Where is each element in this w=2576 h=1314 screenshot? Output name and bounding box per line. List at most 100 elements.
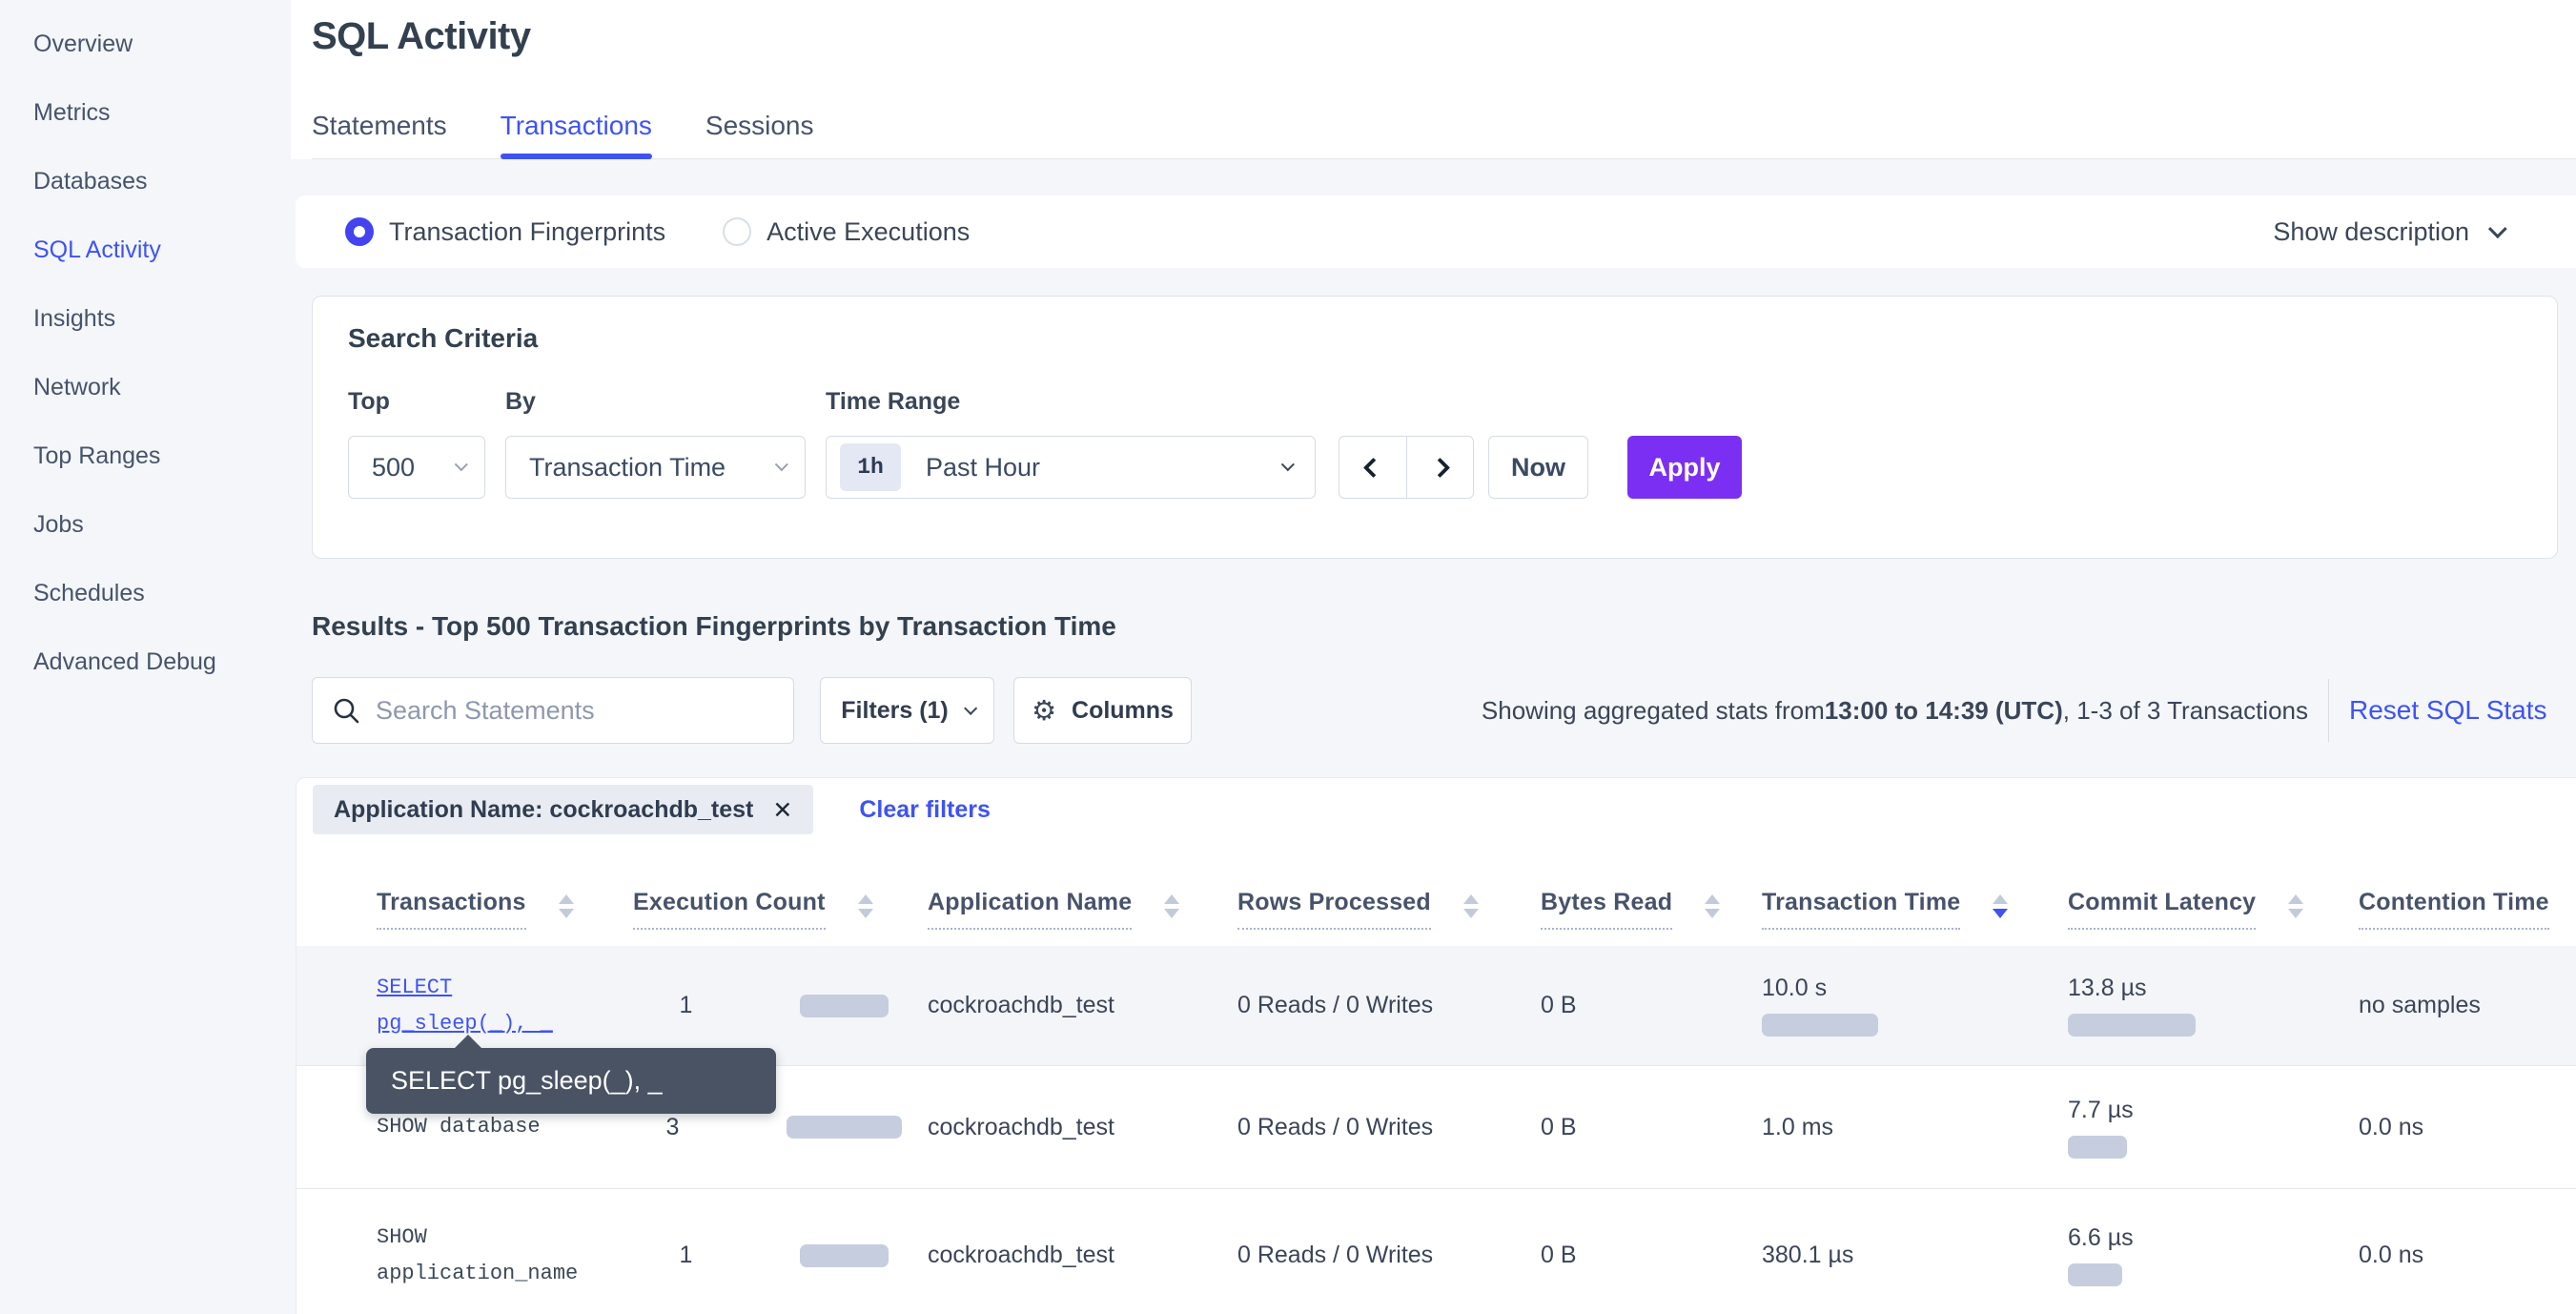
apply-button[interactable]: Apply — [1627, 436, 1742, 499]
application-name-filter-chip[interactable]: Application Name: cockroachdb_test ✕ — [313, 785, 814, 834]
column-header-bytes-read[interactable]: Bytes Read — [1541, 872, 1762, 946]
transaction-time-cell: 380.1 µs — [1762, 1189, 2068, 1314]
sort-desc-arrow — [1462, 909, 1479, 918]
column-header-label: Transaction Time — [1762, 889, 1961, 930]
chevron-down-icon — [454, 458, 468, 472]
radio-option-label: Transaction Fingerprints — [389, 216, 666, 246]
transaction-time-cell: 10.0 s — [1762, 946, 2068, 1065]
sidebar-item-schedules[interactable]: Schedules — [33, 579, 145, 606]
commit-latency-value: 6.6 µs — [2068, 1224, 2134, 1251]
sidebar-item-insights[interactable]: Insights — [33, 304, 116, 332]
filter-chip-label: Application Name: cockroachdb_test — [334, 795, 754, 823]
filters-button[interactable]: Filters (1) — [820, 677, 994, 744]
transaction-time-value: 10.0 s — [1762, 975, 1828, 1001]
sort-icon[interactable] — [857, 894, 873, 918]
transaction-cell: SHOW application_name — [296, 1189, 633, 1314]
search-statements-input[interactable] — [376, 695, 757, 726]
sort-desc-arrow — [558, 909, 574, 918]
transaction-fingerprint-text[interactable]: SHOW application_name — [377, 1224, 579, 1285]
execution-count-value: 1 — [679, 1242, 693, 1268]
tab-bar: Statements Transactions Sessions — [312, 92, 2576, 159]
by-select[interactable]: Transaction Time — [505, 436, 806, 499]
sort-icon[interactable] — [558, 894, 574, 918]
sort-icon[interactable] — [1164, 894, 1180, 918]
sort-desc-arrow — [2288, 909, 2304, 918]
sidebar-item-jobs[interactable]: Jobs — [33, 510, 84, 538]
commit-latency-bar — [2068, 1135, 2127, 1159]
application-name-cell: cockroachdb_test — [928, 1113, 1114, 1140]
execution-count-cell: 1 — [633, 1189, 928, 1314]
transaction-time-bar — [1762, 1014, 1878, 1037]
now-button[interactable]: Now — [1488, 436, 1588, 499]
chevron-down-icon — [963, 701, 977, 715]
sort-icon[interactable] — [1993, 894, 2009, 918]
radio-option-active-executions[interactable]: Active Executions — [723, 217, 970, 247]
sort-desc-arrow — [857, 909, 873, 918]
sidebar-item-databases[interactable]: Databases — [33, 167, 148, 195]
transaction-cell: SELECT pg_sleep(_), _ — [296, 946, 633, 1065]
sidebar-item-sql-activity[interactable]: SQL Activity — [33, 236, 161, 263]
column-header-transaction-time[interactable]: Transaction Time — [1762, 872, 2068, 946]
sort-icon[interactable] — [2288, 894, 2304, 918]
column-header-execution-count[interactable]: Execution Count — [633, 872, 928, 946]
transaction-time-value: 380.1 µs — [1762, 1242, 1854, 1268]
columns-button[interactable]: ⚙︎ Columns — [1013, 677, 1192, 744]
radio-option-transaction-fingerprints[interactable]: Transaction Fingerprints — [345, 217, 665, 247]
transaction-fingerprint-text[interactable]: SHOW database — [377, 1115, 541, 1139]
sidebar-item-network[interactable]: Network — [33, 373, 121, 400]
tab-transactions[interactable]: Transactions — [500, 92, 653, 159]
contention-time-cell: 0.0 ns — [2359, 1242, 2424, 1268]
search-criteria-card: Search Criteria Top By Time Range 500 Tr… — [312, 296, 2558, 559]
search-criteria-heading: Search Criteria — [348, 323, 539, 353]
top-select-value: 500 — [372, 452, 416, 482]
column-header-application-name[interactable]: Application Name — [928, 872, 1237, 946]
transaction-time-value: 1.0 ms — [1762, 1113, 1834, 1140]
top-select[interactable]: 500 — [348, 436, 485, 499]
time-range-select[interactable]: 1h Past Hour — [826, 436, 1316, 499]
clear-filters-link[interactable]: Clear filters — [859, 795, 991, 823]
time-range-badge: 1h — [840, 443, 901, 491]
transaction-fingerprint-link[interactable]: SELECT pg_sleep(_), _ — [377, 975, 553, 1036]
sort-icon[interactable] — [1705, 894, 1721, 918]
page-title: SQL Activity — [312, 15, 531, 57]
search-statements-box — [312, 677, 794, 744]
table-row[interactable]: SHOW application_name 1 cockroachdb_test 0 R… — [296, 1189, 2576, 1314]
sidebar-item-top-ranges[interactable]: Top Ranges — [33, 441, 161, 469]
sidebar-item-overview[interactable]: Overview — [33, 30, 133, 57]
page-header: SQL Activity Statements Transactions Sessi… — [291, 0, 2576, 159]
next-time-range-button[interactable] — [1406, 437, 1473, 498]
reset-sql-stats-link[interactable]: Reset SQL Stats — [2349, 695, 2547, 725]
contention-time-cell: no samples — [2359, 992, 2481, 1018]
statement-tooltip: SELECT pg_sleep(_), _ — [366, 1035, 776, 1114]
view-toggle-options: Transaction Fingerprints Active Execution… — [345, 217, 1027, 247]
previous-time-range-button[interactable] — [1339, 437, 1406, 498]
column-header-rows-processed[interactable]: Rows Processed — [1237, 872, 1541, 946]
tooltip-caret — [454, 1035, 482, 1049]
close-icon[interactable]: ✕ — [772, 795, 793, 824]
column-header-contention-time[interactable]: Contention Time — [2359, 872, 2576, 946]
rows-processed-cell: 0 Reads / 0 Writes — [1237, 1113, 1434, 1140]
sidebar-item-advanced-debug[interactable]: Advanced Debug — [33, 647, 216, 675]
transaction-cell: SHOW database — [296, 1066, 633, 1188]
time-range-arrows — [1339, 436, 1474, 499]
table-row[interactable]: SHOW database 3 cockroachdb_test 0 Reads / … — [296, 1066, 2576, 1189]
execution-count-value: 3 — [665, 1113, 680, 1140]
table-row[interactable]: SELECT pg_sleep(_), _ 1 cockroachdb_test 0 R… — [296, 946, 2576, 1066]
radio-icon — [345, 217, 374, 246]
columns-label: Columns — [1072, 696, 1174, 724]
tooltip-text: SELECT pg_sleep(_), _ — [391, 1066, 663, 1095]
commit-latency-bar — [2068, 1014, 2196, 1037]
rows-processed-cell: 0 Reads / 0 Writes — [1237, 1242, 1434, 1268]
show-description-toggle[interactable]: Show description — [2273, 217, 2507, 247]
sort-icon[interactable] — [1462, 894, 1479, 918]
column-header-label: Bytes Read — [1541, 889, 1673, 930]
table-body: SELECT pg_sleep(_), _ 1 cockroachdb_test 0 R… — [296, 946, 2576, 1314]
column-header-commit-latency[interactable]: Commit Latency — [2068, 872, 2359, 946]
column-header-transactions[interactable]: Transactions — [296, 872, 633, 946]
sort-asc-arrow — [1705, 894, 1721, 904]
tab-sessions[interactable]: Sessions — [705, 110, 814, 140]
tab-statements[interactable]: Statements — [312, 110, 447, 140]
execution-count-bar — [799, 1243, 889, 1267]
sort-asc-arrow — [1993, 894, 2009, 904]
sidebar-item-metrics[interactable]: Metrics — [33, 98, 111, 126]
